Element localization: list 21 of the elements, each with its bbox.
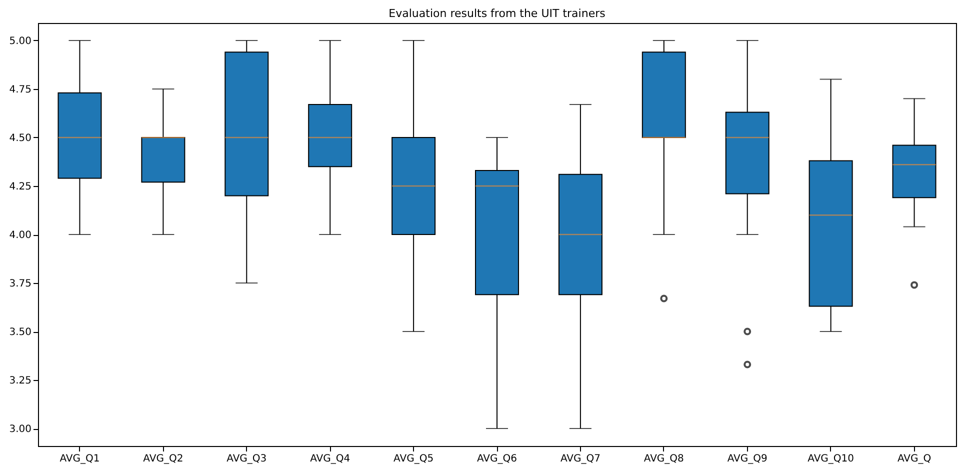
y-tick-label: 3.75: [9, 278, 32, 290]
y-tick-label: 4.00: [9, 230, 32, 241]
y-tick-label: 4.75: [9, 84, 32, 96]
chart-title: Evaluation results from the UIT trainers: [388, 7, 606, 20]
y-tick-label: 3.25: [9, 376, 32, 387]
x-tick-label: AVG_Q10: [808, 454, 854, 464]
y-tick-label: 4.50: [9, 132, 32, 144]
x-tick-label: AVG_Q3: [226, 454, 267, 464]
x-tick-label: AVG_Q2: [143, 454, 184, 464]
y-tick-label: 4.25: [9, 181, 32, 192]
x-tick-label: AVG_Q4: [310, 454, 350, 464]
x-tick-label: AVG_Q5: [394, 454, 434, 464]
x-tick-label: AVG_Q: [897, 454, 932, 464]
y-tick-label: 3.50: [9, 327, 32, 338]
x-tick-label: AVG_Q6: [476, 454, 518, 464]
x-tick-label: AVG_Q1: [60, 454, 100, 464]
y-tick-label: 5.00: [9, 36, 32, 47]
x-tick-label: AVG_Q9: [727, 454, 768, 464]
x-tick-label: AVG_Q8: [644, 454, 684, 464]
y-tick-label: 3.00: [9, 424, 32, 436]
x-tick-label: AVG_Q7: [560, 454, 600, 464]
